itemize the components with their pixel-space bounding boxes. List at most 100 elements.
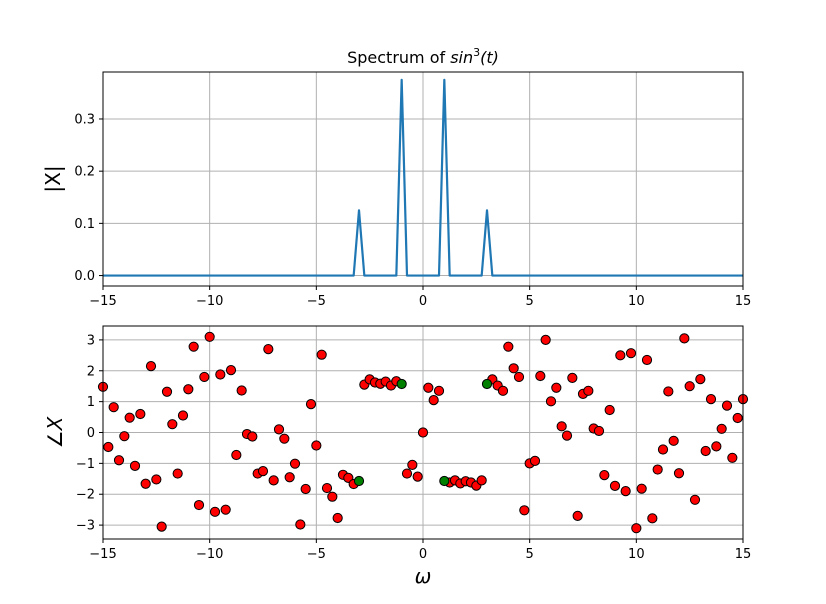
y-tick-label: −2 xyxy=(76,488,95,503)
y-tick-label: −3 xyxy=(76,519,95,534)
phase-point xyxy=(556,421,567,432)
phase-point xyxy=(417,427,429,438)
x-tick-label: 5 xyxy=(526,547,534,562)
phase-point xyxy=(135,408,146,420)
phase-point xyxy=(433,385,445,396)
phase-point xyxy=(145,361,157,372)
phase-point xyxy=(583,385,594,396)
y-axis-label-var: X xyxy=(43,415,67,431)
x-tick-label: 15 xyxy=(735,294,752,309)
phase-point xyxy=(172,468,183,479)
y-tick-label: 0.3 xyxy=(74,112,95,127)
phase-point xyxy=(657,444,669,455)
x-tick-label: 5 xyxy=(526,294,534,309)
phase-point xyxy=(236,385,247,396)
phase-point xyxy=(188,341,199,352)
phase-point xyxy=(129,460,141,471)
phase-point xyxy=(124,412,135,423)
y-axis-label: ∠X xyxy=(43,415,67,448)
phase-point xyxy=(481,378,493,390)
phase-point xyxy=(647,513,658,524)
phase-point xyxy=(652,464,663,475)
phase-point xyxy=(305,399,317,410)
phase-point xyxy=(183,384,194,395)
phase-point xyxy=(535,370,546,382)
phase-point xyxy=(268,475,279,486)
plot-frame xyxy=(102,71,744,287)
chart-title-sup: 3 xyxy=(473,46,480,59)
y-tick-label: −1 xyxy=(76,457,95,472)
phase-points-noise xyxy=(97,331,749,534)
phase-point xyxy=(673,468,685,479)
phase-point xyxy=(209,506,221,517)
phase-point xyxy=(407,459,418,471)
phase-point xyxy=(609,480,621,491)
phase-point xyxy=(503,341,514,352)
x-tick-label: −5 xyxy=(307,547,326,562)
phase-point xyxy=(108,402,119,413)
phase-point xyxy=(225,365,237,376)
phase-point xyxy=(247,431,258,442)
phase-point xyxy=(428,394,439,406)
phase-point xyxy=(396,378,407,390)
phase-point xyxy=(279,433,290,444)
phase-point xyxy=(636,483,647,494)
phase-point xyxy=(215,369,226,380)
phase-point xyxy=(321,482,333,494)
phase-point xyxy=(295,519,306,530)
x-tick-label: −15 xyxy=(89,294,116,309)
phase-point xyxy=(567,372,578,383)
phase-point xyxy=(727,452,738,463)
phase-point xyxy=(615,350,626,361)
phase-point xyxy=(711,441,722,452)
phase-point xyxy=(327,491,338,502)
phase-point xyxy=(273,424,285,435)
x-axis-label: ω xyxy=(415,564,432,588)
phase-point xyxy=(599,470,610,481)
phase-point xyxy=(231,449,242,461)
phase-point xyxy=(151,474,162,485)
spectrum-magnitude-line xyxy=(103,78,743,277)
x-tick-label: −15 xyxy=(89,547,116,562)
y-tick-label: 0 xyxy=(87,426,95,441)
chart-title-prefix: Spectrum of xyxy=(347,48,450,67)
phase-point xyxy=(177,410,189,421)
phase-point xyxy=(695,374,706,385)
chart-title-arg: (t) xyxy=(480,48,499,67)
phase-point xyxy=(679,333,690,344)
phase-point xyxy=(684,381,695,392)
phase-point xyxy=(732,412,743,424)
phase-point xyxy=(519,505,530,516)
chart-title: Spectrum of sin3(t) xyxy=(347,46,499,67)
y-tick-label: 0.1 xyxy=(74,217,95,232)
phase-point xyxy=(167,419,178,430)
phase-point xyxy=(140,478,151,489)
phase-point xyxy=(572,510,583,521)
y-tick-label: 0.2 xyxy=(74,165,95,180)
phase-point xyxy=(412,471,423,482)
y-tick-label: 2 xyxy=(87,364,95,379)
phase-point xyxy=(204,331,215,342)
phase-point xyxy=(513,371,525,383)
phase-point xyxy=(103,441,114,453)
phase-point xyxy=(631,523,642,534)
phase-point xyxy=(497,385,509,396)
phase-point xyxy=(721,400,733,411)
phase-point xyxy=(593,425,605,437)
phase-point xyxy=(663,386,674,397)
plot-frame xyxy=(102,325,744,540)
phase-point xyxy=(700,445,711,457)
y-axis-label-angle: ∠ xyxy=(43,430,67,448)
x-tick-label: −10 xyxy=(196,547,223,562)
phase-point xyxy=(316,349,327,360)
y-tick-label: 1 xyxy=(87,395,95,410)
chart-title-func: sin xyxy=(450,48,473,67)
phase-point xyxy=(423,382,434,393)
phase-point xyxy=(353,475,365,487)
phase-point xyxy=(401,468,413,479)
phase-point xyxy=(545,396,557,407)
phase-point xyxy=(439,475,450,487)
phase-point xyxy=(311,440,322,451)
phase-point xyxy=(300,483,311,495)
